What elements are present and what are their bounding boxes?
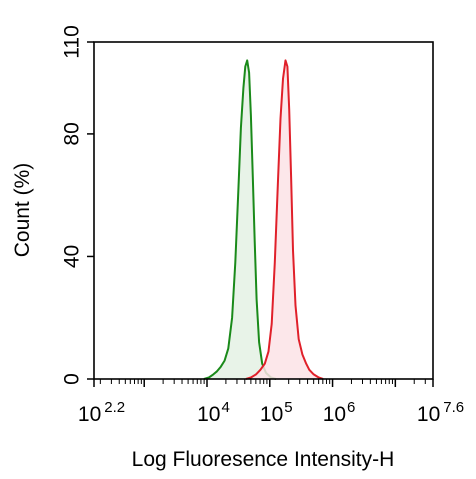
plot-frame	[93, 41, 434, 380]
y-tick-label: 110	[61, 25, 84, 58]
tick-layer	[87, 41, 434, 387]
y-axis-label: Count (%)	[11, 163, 34, 258]
x-tick-label: 10 7.6	[417, 399, 464, 426]
x-axis-label: Log Fluoresence Intensity-H	[132, 448, 395, 471]
series-2-fill	[245, 60, 324, 380]
x-tick-label: 10 2.2	[78, 399, 125, 426]
tick-label-layer: 0 40 80 110 10 2.2 104 105 106 10 7.6	[61, 25, 465, 426]
series-2-line	[245, 59, 324, 380]
x-tick-label: 106	[323, 399, 356, 426]
y-tick-label: 80	[61, 122, 84, 145]
y-tick-label: 40	[61, 245, 84, 268]
x-tick-label: 104	[197, 399, 230, 426]
series-layer	[203, 59, 324, 380]
y-tick-label: 0	[61, 373, 84, 385]
x-tick-label: 105	[260, 399, 293, 426]
series-1-fill	[203, 60, 277, 380]
series-1-line	[203, 59, 277, 380]
